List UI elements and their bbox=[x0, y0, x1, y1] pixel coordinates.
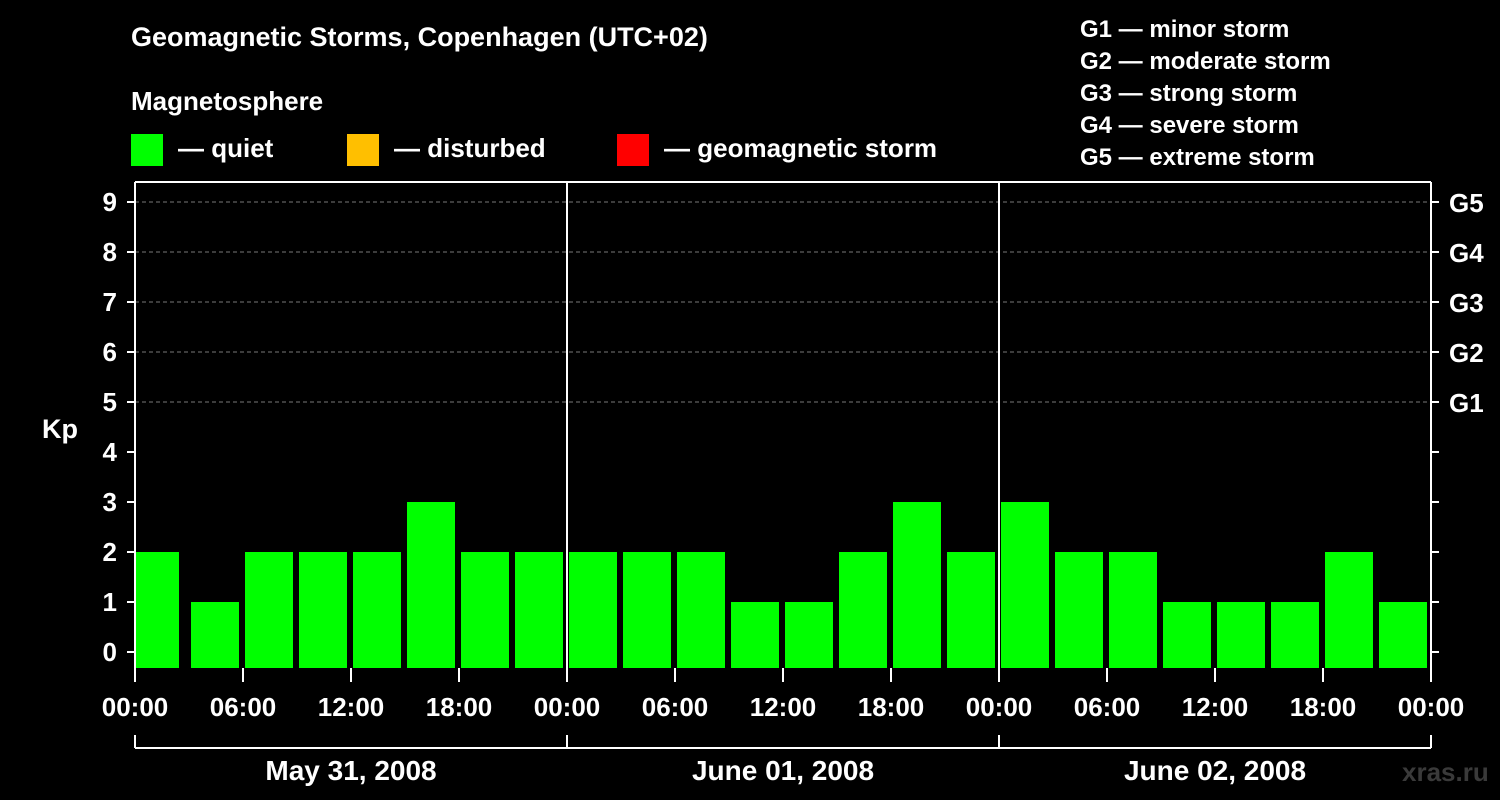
storm-scale-g2: G2 — moderate storm bbox=[1080, 48, 1331, 75]
y-tick-label: 3 bbox=[103, 487, 117, 517]
storm-scale-g1: G1 — minor storm bbox=[1080, 16, 1290, 43]
legend-label-storm: — geomagnetic storm bbox=[664, 133, 938, 163]
x-tick-label: 00:00 bbox=[534, 692, 601, 722]
legend-swatch-storm bbox=[617, 134, 649, 166]
y-tick-label: 9 bbox=[103, 187, 117, 217]
bar-13 bbox=[839, 552, 887, 668]
storm-scale-g5: G5 — extreme storm bbox=[1080, 144, 1315, 171]
right-axis-label: G5 bbox=[1449, 188, 1484, 218]
right-axis-label: G3 bbox=[1449, 288, 1484, 318]
legend-swatch-disturbed bbox=[347, 134, 379, 166]
bar-14 bbox=[893, 502, 941, 668]
x-tick-label: 06:00 bbox=[1074, 692, 1141, 722]
x-tick-label: 18:00 bbox=[426, 692, 493, 722]
bar-10 bbox=[677, 552, 725, 668]
bar-0 bbox=[136, 552, 179, 668]
bar-18 bbox=[1109, 552, 1157, 668]
bar-12 bbox=[785, 602, 833, 668]
y-tick-label: 4 bbox=[103, 437, 118, 467]
y-axis-label: Kp bbox=[42, 414, 78, 444]
bar-16 bbox=[1001, 502, 1049, 668]
bar-6 bbox=[461, 552, 509, 668]
right-axis-label: G4 bbox=[1449, 238, 1484, 268]
y-tick-label: 7 bbox=[103, 287, 117, 317]
bar-2 bbox=[245, 552, 293, 668]
bar-17 bbox=[1055, 552, 1103, 668]
bar-1 bbox=[191, 602, 239, 668]
x-tick-label: 12:00 bbox=[1182, 692, 1249, 722]
x-tick-label: 00:00 bbox=[102, 692, 169, 722]
bar-3 bbox=[299, 552, 347, 668]
bar-19 bbox=[1163, 602, 1211, 668]
storm-scale-g4: G4 — severe storm bbox=[1080, 112, 1299, 139]
x-tick-label: 18:00 bbox=[1290, 692, 1357, 722]
right-axis-label: G1 bbox=[1449, 388, 1484, 418]
bar-23 bbox=[1379, 602, 1427, 668]
storm-scale-g3: G3 — strong storm bbox=[1080, 80, 1298, 107]
bar-9 bbox=[623, 552, 671, 668]
bar-21 bbox=[1271, 602, 1319, 668]
bar-7 bbox=[515, 552, 563, 668]
legend-swatch-quiet bbox=[131, 134, 163, 166]
x-tick-label: 00:00 bbox=[1398, 692, 1465, 722]
x-tick-label: 12:00 bbox=[750, 692, 817, 722]
y-tick-label: 5 bbox=[103, 387, 117, 417]
bar-22 bbox=[1325, 552, 1373, 668]
bar-20 bbox=[1217, 602, 1265, 668]
x-tick-label: 06:00 bbox=[642, 692, 709, 722]
bar-4 bbox=[353, 552, 401, 668]
right-axis-label: G2 bbox=[1449, 338, 1484, 368]
bar-11 bbox=[731, 602, 779, 668]
x-tick-label: 06:00 bbox=[210, 692, 277, 722]
y-tick-label: 8 bbox=[103, 237, 117, 267]
storm-scale-legend: G1 — minor storm G2 — moderate storm G3 … bbox=[1080, 14, 1331, 174]
y-tick-label: 6 bbox=[103, 337, 117, 367]
day-label: June 01, 2008 bbox=[692, 755, 874, 786]
x-tick-label: 18:00 bbox=[858, 692, 925, 722]
legend-label-disturbed: — disturbed bbox=[394, 133, 546, 163]
bar-8 bbox=[569, 552, 617, 668]
y-tick-label: 2 bbox=[103, 537, 117, 567]
chart-subtitle: Magnetosphere bbox=[131, 86, 324, 116]
bar-15 bbox=[947, 552, 995, 668]
day-label: June 02, 2008 bbox=[1124, 755, 1306, 786]
watermark: xras.ru bbox=[1402, 757, 1489, 787]
x-tick-label: 00:00 bbox=[966, 692, 1033, 722]
y-tick-label: 0 bbox=[103, 637, 117, 667]
y-tick-label: 1 bbox=[103, 587, 117, 617]
day-label: May 31, 2008 bbox=[265, 755, 436, 786]
chart-title: Geomagnetic Storms, Copenhagen (UTC+02) bbox=[131, 22, 708, 52]
bar-5 bbox=[407, 502, 455, 668]
x-tick-label: 12:00 bbox=[318, 692, 385, 722]
legend-label-quiet: — quiet bbox=[178, 133, 274, 163]
